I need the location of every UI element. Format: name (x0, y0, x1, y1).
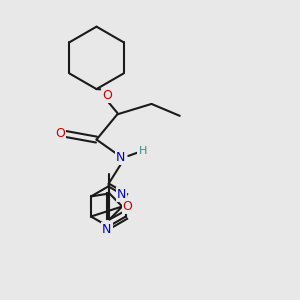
Text: O: O (55, 127, 65, 140)
Text: N: N (117, 188, 126, 202)
Text: N: N (102, 223, 112, 236)
Text: O: O (102, 88, 112, 101)
Text: O: O (123, 200, 133, 213)
Text: H: H (138, 146, 147, 157)
Text: N: N (116, 151, 125, 164)
